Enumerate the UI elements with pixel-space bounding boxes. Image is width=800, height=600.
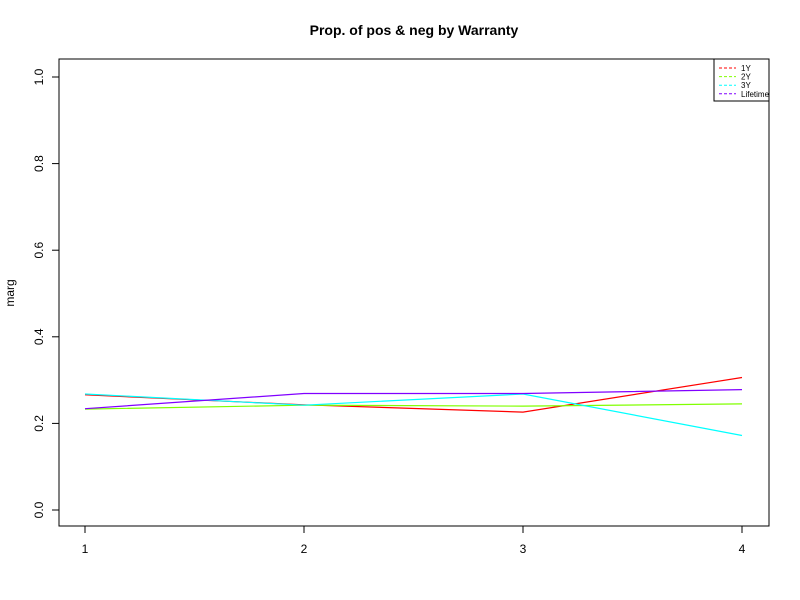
legend-label: 2Y (741, 73, 751, 82)
y-tick-label: 1.0 (32, 68, 46, 85)
chart-title: Prop. of pos & neg by Warranty (310, 22, 519, 38)
y-tick-label: 0.0 (32, 501, 46, 518)
series-lines (84, 376, 743, 437)
x-tick-label: 3 (520, 542, 527, 556)
y-tick-label: 0.2 (32, 415, 46, 432)
x-tick-label: 1 (82, 542, 89, 556)
plot-frame (58, 58, 770, 527)
y-axis: 0.0 0.2 0.4 0.6 0.8 1.0 (32, 68, 59, 518)
y-axis-label: marg (3, 279, 17, 306)
x-axis: 1 2 3 4 (82, 526, 746, 556)
y-tick-label: 0.4 (32, 328, 46, 345)
legend-label: 3Y (741, 81, 751, 90)
x-tick-label: 4 (739, 542, 746, 556)
legend-label: Lifetime (741, 90, 770, 99)
series-line-3y (84, 393, 743, 437)
y-tick-label: 0.6 (32, 242, 46, 259)
y-tick-label: 0.8 (32, 155, 46, 172)
x-tick-label: 2 (301, 542, 308, 556)
legend-box (713, 58, 770, 102)
series-line-2y (84, 403, 743, 410)
series-line-lifetime (84, 389, 743, 410)
legend-label: 1Y (741, 64, 751, 73)
